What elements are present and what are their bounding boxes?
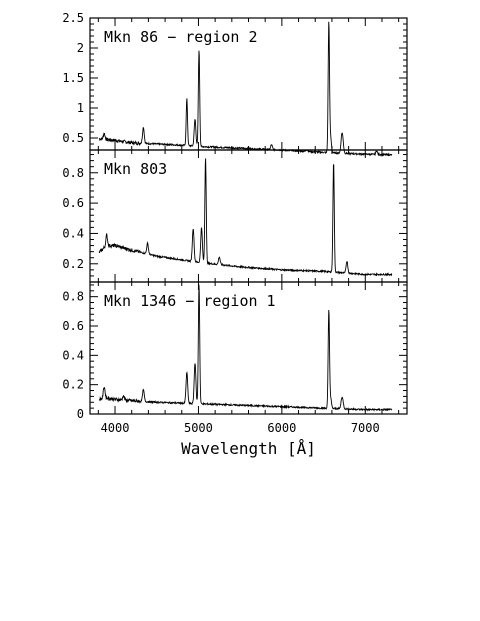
y-tick-label: 0.6: [62, 319, 84, 333]
spectrum-panel: 0 0.2 0.4 0.6 0.8 Mkn 1346 − region 1: [62, 281, 408, 421]
spectrum-line: [98, 21, 393, 158]
y-tick-label: 0.2: [62, 257, 84, 271]
y-tick-label: 2: [77, 41, 84, 55]
spectrum-panel: 0.2 0.4 0.6 0.8 Mkn 803: [62, 149, 408, 283]
y-tick-label: 0.2: [62, 378, 84, 392]
x-tick-label: 5000: [184, 421, 213, 435]
spectrum-panel: 0.5 1 1.5 2 2.5 Mkn 86 − region 2: [62, 11, 408, 158]
y-tick-label: 0.6: [62, 196, 84, 210]
y-tick-label: 1: [77, 101, 84, 115]
panel-label: Mkn 803: [104, 160, 167, 178]
x-tick-label: 7000: [351, 421, 380, 435]
spectrum-line: [98, 158, 393, 277]
y-tick-label: 0.4: [62, 348, 84, 362]
panel-label: Mkn 1346 − region 1: [104, 292, 276, 310]
y-tick-label: 2.5: [62, 11, 84, 25]
spectrum-line: [99, 284, 393, 412]
y-tick-label: 0.4: [62, 226, 84, 240]
x-tick-label: 6000: [267, 421, 296, 435]
y-tick-label: 0.5: [62, 131, 84, 145]
y-tick-label: 0: [77, 407, 84, 421]
panel-label: Mkn 86 − region 2: [104, 28, 258, 46]
x-tick-label: 4000: [101, 421, 130, 435]
y-tick-label: 0.8: [62, 290, 84, 304]
y-tick-label: 1.5: [62, 71, 84, 85]
y-tick-label: 0.8: [62, 166, 84, 180]
x-axis-title: Wavelength [Å]: [181, 439, 316, 458]
